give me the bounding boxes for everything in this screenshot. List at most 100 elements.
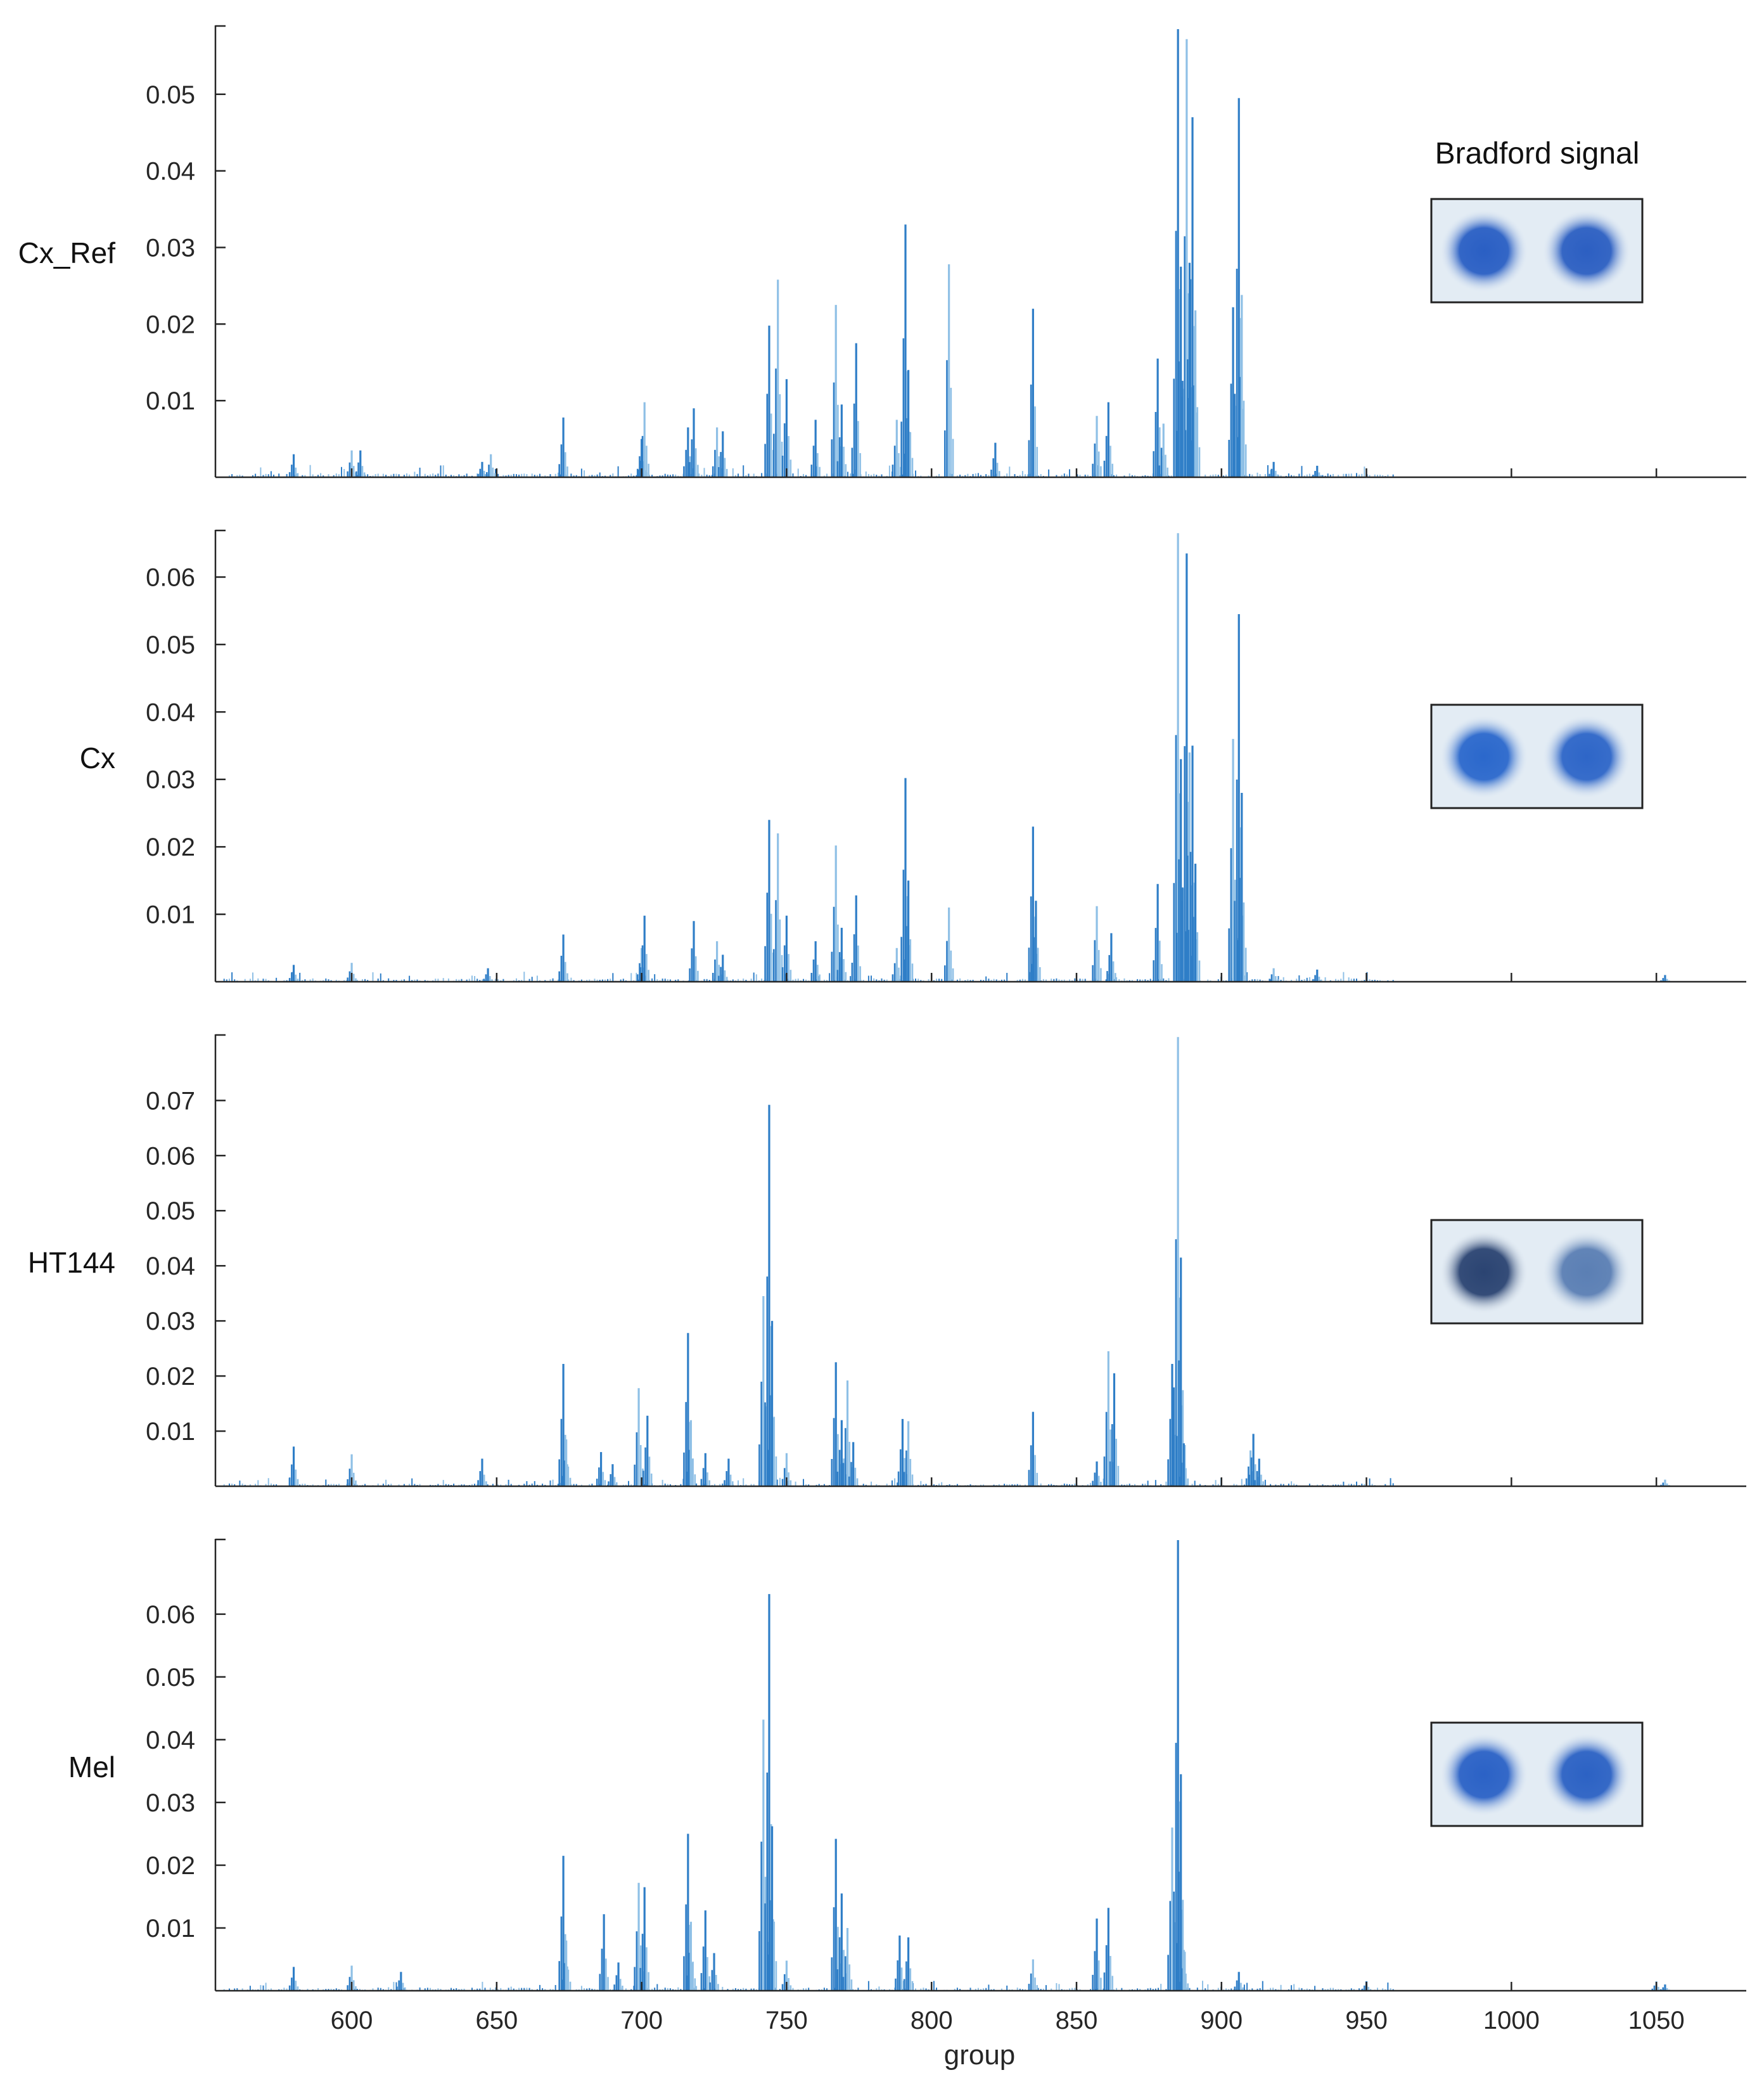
y-tick-label: 0.07 [146, 1087, 195, 1115]
peak-bar [1092, 906, 1102, 982]
axes [214, 529, 1746, 983]
x-tick-label: 900 [1200, 2007, 1243, 2034]
peak-bar [772, 280, 783, 477]
y-tick-label: 0.02 [146, 833, 195, 861]
x-axis-title: group [944, 2040, 1016, 2071]
peak-bar [1176, 1774, 1186, 1991]
peak-bar [903, 1421, 914, 1486]
peak-bar [483, 968, 493, 982]
y-tick-label: 0.03 [146, 1308, 195, 1335]
y-tick-label: 0.03 [146, 766, 195, 794]
peak-bar [943, 907, 954, 982]
x-tick-label: 600 [331, 2007, 373, 2034]
peak-bar [1092, 416, 1102, 477]
peak-bar [1237, 295, 1247, 477]
peak-bar [288, 1446, 299, 1486]
x-tick-label: 750 [765, 2007, 808, 2034]
peak-bar [558, 417, 568, 477]
inset-spot-left [1440, 209, 1528, 293]
inset-spot-left [1440, 715, 1528, 799]
peak-bar [477, 1458, 487, 1486]
bradford-insets [1430, 198, 1644, 1827]
bradford-inset [1430, 1219, 1644, 1325]
peak-bar [903, 369, 914, 477]
peak-bar [1103, 1908, 1114, 1991]
bradford-inset [1430, 704, 1644, 809]
peak-bar [1106, 933, 1116, 982]
peak-bar [642, 1415, 653, 1486]
x-tick-label: 800 [911, 2007, 953, 2034]
peak-bar [709, 1953, 719, 1991]
x-tick-label: 1050 [1628, 2007, 1685, 2034]
x-tick-label: 700 [620, 2007, 663, 2034]
peak-bar [903, 1937, 914, 1991]
peak-bar [724, 1458, 734, 1486]
inset-spot-right [1542, 1230, 1631, 1314]
y-tick-label: 0.04 [146, 1726, 195, 1754]
peak-bar [767, 1826, 777, 1991]
peak-bar [851, 895, 861, 982]
panel-label: Mel [68, 1751, 115, 1783]
peak-bar [613, 1962, 623, 1991]
bradford-inset [1430, 198, 1644, 304]
peak-bar [1028, 1411, 1039, 1486]
peak-bar [718, 954, 728, 982]
y-axis-ticks: 0.01 0.02 0.03 0.04 0.05 0.06 [146, 563, 226, 929]
y-tick-label: 0.02 [146, 311, 195, 338]
peak-bar [810, 420, 821, 477]
peak-bar [990, 442, 1000, 477]
peak-bar [639, 1887, 649, 1991]
peak-bar [851, 343, 861, 477]
peak-bar [943, 264, 954, 477]
peak-bar [561, 1940, 572, 1991]
bradford-inset [1430, 1721, 1644, 1827]
peak-bar [1103, 402, 1114, 477]
peak-bar [718, 431, 728, 477]
peak-bar [810, 941, 821, 982]
peak-bar [842, 1928, 853, 1991]
y-tick-label: 0.06 [146, 563, 195, 591]
bar-series [223, 533, 1670, 982]
peak-bar [1153, 884, 1163, 982]
y-tick-label: 0.06 [146, 1601, 195, 1629]
y-tick-label: 0.05 [146, 1664, 195, 1692]
peak-bar [1092, 1918, 1102, 1991]
peak-bar [686, 1420, 696, 1486]
y-tick-label: 0.03 [146, 1789, 195, 1817]
peak-bar [1028, 309, 1039, 477]
y-tick-label: 0.01 [146, 387, 195, 415]
x-tick-label: 650 [475, 2007, 518, 2034]
y-tick-label: 0.01 [146, 901, 195, 929]
peak-bar [781, 915, 792, 982]
y-tick-label: 0.04 [146, 1252, 195, 1280]
peak-bar [831, 305, 841, 477]
peak-bar [848, 1442, 859, 1486]
panel-label: HT144 [28, 1246, 115, 1279]
peak-bar [1158, 423, 1168, 477]
peak-bar [1179, 1950, 1189, 1991]
inset-spot-right [1542, 1733, 1631, 1816]
y-tick-label: 0.04 [146, 698, 195, 726]
peak-bar [689, 408, 699, 477]
y-tick-label: 0.01 [146, 1418, 195, 1446]
x-tick-label: 1000 [1483, 2007, 1540, 2034]
peak-bar [558, 934, 568, 982]
peak-bar [700, 1453, 711, 1486]
y-tick-label: 0.02 [146, 1852, 195, 1880]
peak-bar [596, 1452, 606, 1486]
peak-bar [355, 450, 366, 477]
peak-bar [689, 921, 699, 982]
y-axis-ticks: 0.01 0.02 0.03 0.04 0.05 0.06 [146, 1601, 226, 1943]
peak-bar [639, 402, 649, 477]
peak-bar [836, 927, 847, 982]
y-tick-label: 0.04 [146, 158, 195, 186]
peak-bar [599, 1914, 609, 1991]
inset-spot-left [1440, 1230, 1528, 1314]
y-tick-label: 0.05 [146, 1197, 195, 1225]
peak-bar [1109, 1373, 1120, 1486]
y-tick-label: 0.01 [146, 1915, 195, 1943]
y-tick-label: 0.02 [146, 1363, 195, 1391]
peak-bar [1028, 1959, 1039, 1991]
panel-cx-ref: Cx_Ref 0.01 0.02 0.03 0.04 0.05 [18, 25, 1746, 479]
